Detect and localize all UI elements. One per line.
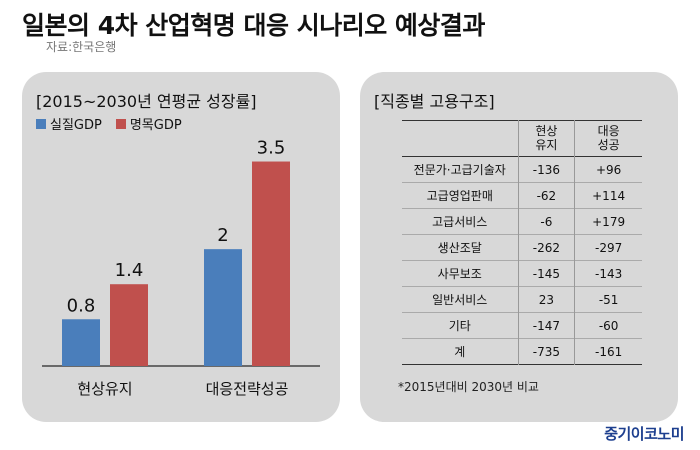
legend-label-nominal-gdp: 명목GDP bbox=[129, 118, 182, 133]
table-cell-status-quo: 23 bbox=[517, 286, 575, 313]
data-label-nominal-gdp-1: 3.5 bbox=[257, 138, 286, 159]
table-header-category bbox=[402, 121, 518, 157]
table-cell-status-quo: -735 bbox=[517, 338, 575, 365]
table-row: 고급서비스 -6 +179 bbox=[402, 208, 642, 235]
table-cell-category: 고급영업판매 bbox=[426, 189, 493, 203]
bar-real-gdp-0 bbox=[62, 319, 100, 366]
page-title: 일본의 4차 산업혁명 대응 시나리오 예상결과 bbox=[22, 11, 485, 40]
table-row: 전문가·고급기술자 -136 +96 bbox=[402, 156, 642, 183]
table-row: 기타 -147 -60 bbox=[402, 312, 642, 339]
table-cell-status-quo: -136 bbox=[517, 156, 575, 183]
table-cell-success: -161 bbox=[574, 338, 642, 365]
growth-chart-panel: [2015~2030년 연평균 성장률] 실질GDP 명목GDP 0.8 1.4 현… bbox=[22, 72, 340, 422]
table-cell-category: 사무보조 bbox=[437, 267, 482, 281]
table-cell-category: 계 bbox=[454, 345, 466, 359]
table-row: 고급영업판매 -62 +114 bbox=[402, 182, 642, 209]
table-cell-success: +114 bbox=[574, 182, 642, 209]
header-success-text: 대응 성공 bbox=[597, 124, 620, 152]
bar-nominal-gdp-1 bbox=[252, 161, 290, 366]
chart-legend: 실질GDP 명목GDP bbox=[36, 114, 182, 133]
table-row: 계 -735 -161 bbox=[402, 338, 642, 365]
table-header-row: 현상 유지 대응 성공 bbox=[402, 120, 642, 157]
table-cell-category: 고급서비스 bbox=[432, 215, 488, 229]
table-cell-success: -51 bbox=[574, 286, 642, 313]
table-cell-success: -143 bbox=[574, 260, 642, 287]
data-label-real-gdp-1: 2 bbox=[217, 225, 228, 246]
source-caption: 자료:한국은행 bbox=[46, 40, 117, 54]
table-cell-category: 기타 bbox=[448, 319, 471, 333]
table-cell-status-quo: -145 bbox=[517, 260, 575, 287]
table-cell-category: 생산조달 bbox=[437, 241, 482, 255]
table-cell-success: -60 bbox=[574, 312, 642, 339]
category-label-0: 현상유지 bbox=[77, 380, 132, 398]
table-row: 사무보조 -145 -143 bbox=[402, 260, 642, 287]
table-row: 생산조달 -262 -297 bbox=[402, 234, 642, 261]
table-cell-category: 전문가·고급기술자 bbox=[413, 163, 506, 177]
table-cell-status-quo: -6 bbox=[517, 208, 575, 235]
legend-label-real-gdp: 실질GDP bbox=[50, 118, 102, 133]
legend-swatch-nominal-gdp bbox=[115, 118, 126, 129]
legend-swatch-real-gdp bbox=[36, 118, 46, 129]
header-status-quo-text: 현상 유지 bbox=[535, 124, 558, 152]
table-cell-status-quo: -262 bbox=[517, 234, 575, 261]
table-row: 일반서비스 23 -51 bbox=[402, 286, 642, 313]
publisher-logo: 중기이코노미 bbox=[604, 425, 684, 443]
employment-table: 현상 유지 대응 성공 전문가·고급기술자 -136 +96 고급영업판매 -62 +114 고… bbox=[402, 120, 642, 365]
table-header-success: 대응 성공 bbox=[574, 120, 642, 157]
table-footnote: *2015년대비 2030년 비교 bbox=[398, 380, 539, 394]
data-label-nominal-gdp-0: 1.4 bbox=[115, 260, 144, 281]
table-cell-success: +179 bbox=[574, 208, 642, 235]
employment-table-title: [직종별 고용구조] bbox=[374, 92, 495, 111]
table-cell-category: 일반서비스 bbox=[432, 293, 488, 307]
table-cell-status-quo: -62 bbox=[517, 182, 575, 209]
bar-real-gdp-1 bbox=[204, 249, 242, 366]
legend-item-nominal-gdp: 명목GDP bbox=[115, 114, 182, 133]
table-cell-success: +96 bbox=[574, 156, 642, 183]
table-cell-success: -297 bbox=[574, 234, 642, 261]
category-label-1: 대응전략성공 bbox=[206, 380, 289, 398]
employment-table-panel: [직종별 고용구조] 현상 유지 대응 성공 전문가·고급기술자 -136 +96 고급영… bbox=[360, 72, 678, 422]
growth-bar-chart: 0.8 1.4 현상유지 2 3.5 대응전략성공 bbox=[42, 138, 320, 398]
legend-item-real-gdp: 실질GDP bbox=[36, 114, 102, 133]
table-cell-status-quo: -147 bbox=[517, 312, 575, 339]
data-label-real-gdp-0: 0.8 bbox=[67, 295, 96, 316]
growth-chart-title: [2015~2030년 연평균 성장률] bbox=[36, 92, 257, 111]
bar-nominal-gdp-0 bbox=[110, 284, 148, 366]
table-header-status-quo: 현상 유지 bbox=[517, 120, 575, 157]
